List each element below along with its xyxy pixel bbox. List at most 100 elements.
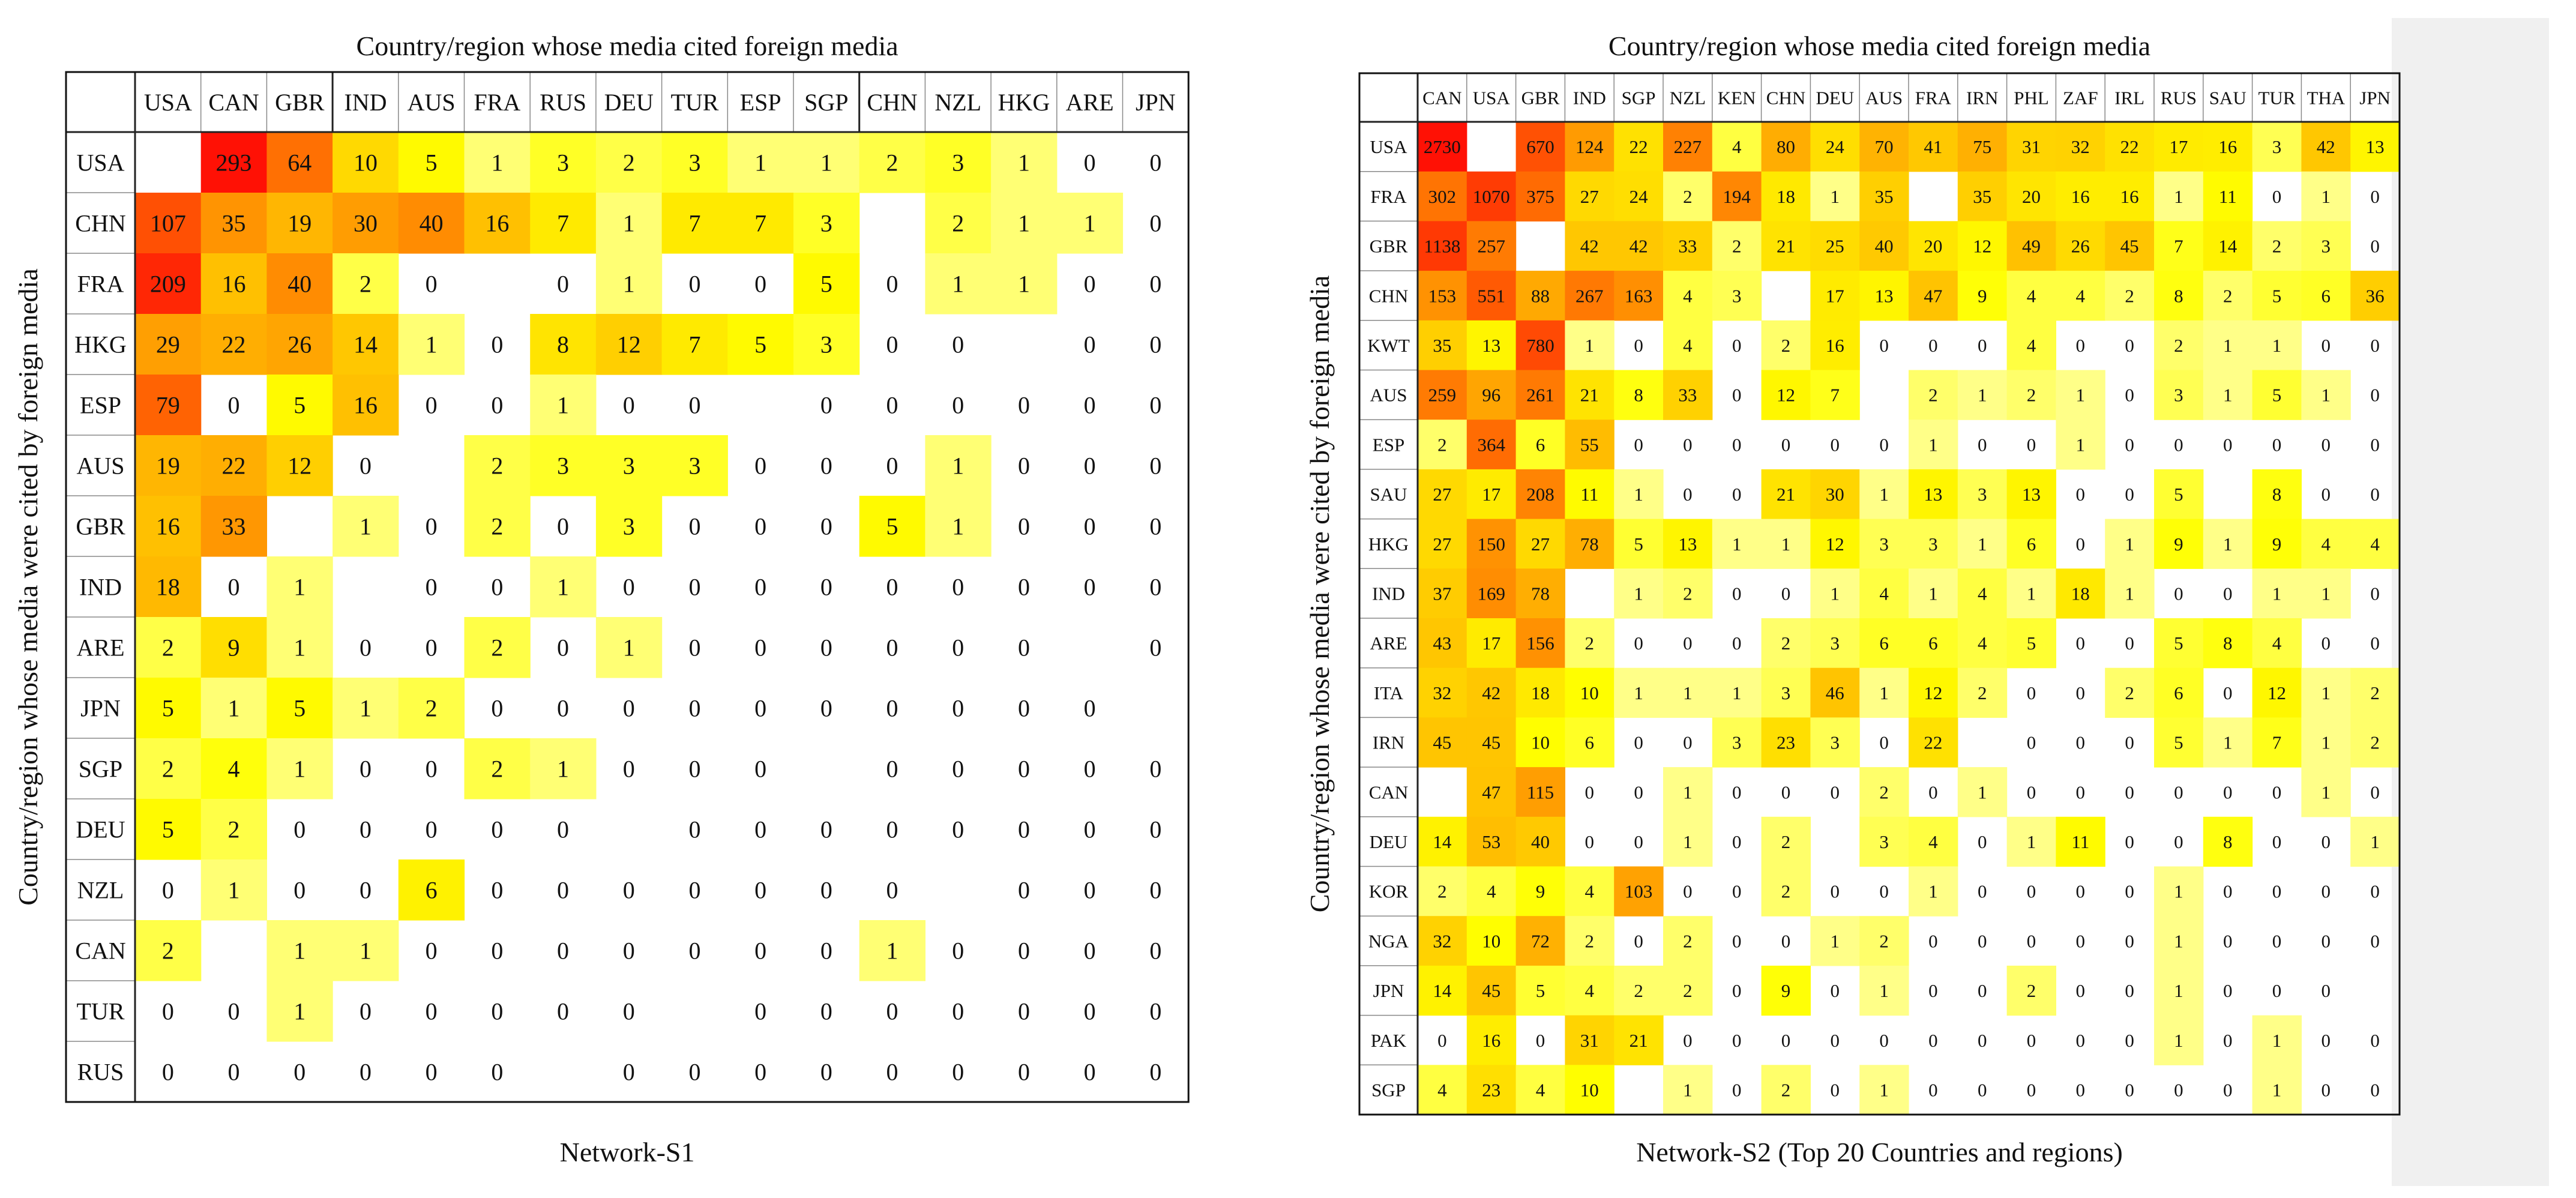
- cell-value: 0: [1149, 453, 1161, 480]
- heatmap-cell: [793, 314, 860, 375]
- cell-value: 1: [1879, 980, 1889, 1001]
- heatmap-cell: [1515, 916, 1565, 966]
- cell-value: 2: [1683, 980, 1693, 1001]
- heatmap-cell: [925, 253, 992, 315]
- heatmap-cell: [2006, 469, 2056, 520]
- heatmap-cell: [1614, 171, 1664, 221]
- cell-value: 0: [2370, 930, 2380, 951]
- grid-lines: [1359, 73, 2400, 1115]
- cell-value: 0: [952, 331, 964, 358]
- heatmap-cell: [1712, 717, 1762, 768]
- cell-value: 0: [557, 816, 569, 843]
- cell-value: 0: [1018, 938, 1030, 965]
- cell-value: 0: [1536, 1030, 1545, 1051]
- column-header: USA: [144, 89, 192, 116]
- cell-value: 0: [1781, 781, 1791, 802]
- cell-value: 0: [1978, 930, 1987, 951]
- heatmap-cell: [2350, 667, 2400, 718]
- cell-value: 88: [1531, 285, 1550, 306]
- cell-value: 780: [1526, 335, 1554, 356]
- heatmap-cell: [595, 253, 663, 315]
- cell-value: 0: [754, 574, 766, 601]
- grid-lines: [66, 72, 1189, 1102]
- row-header: TUR: [77, 998, 125, 1025]
- cell-value: 3: [1928, 534, 1938, 555]
- heatmap-cell: [200, 435, 267, 496]
- cell-value: 0: [1879, 434, 1889, 455]
- cell-value: 1: [228, 695, 240, 722]
- heatmap-cell: [266, 678, 333, 739]
- heatmap-cell: [1466, 667, 1517, 718]
- cell-value: 6: [1928, 633, 1938, 654]
- column-header: ZAF: [2063, 87, 2098, 108]
- heatmap-cell: [925, 193, 992, 254]
- heatmap-cell: [1859, 916, 1909, 966]
- cell-value: 1: [2322, 186, 2331, 207]
- heatmap-cell: [2252, 568, 2302, 619]
- cell-value: 2: [1585, 930, 1595, 951]
- cell-value: 2: [426, 695, 438, 722]
- heatmap-cell: [661, 314, 728, 375]
- cell-value: 1: [2174, 930, 2183, 951]
- heatmap-cell: [1859, 568, 1909, 619]
- heatmap-cell: [1663, 221, 1713, 271]
- heatmap-cell: [1663, 519, 1713, 569]
- heatmap-cell: [2301, 122, 2351, 172]
- cell-value: 0: [1732, 335, 1742, 356]
- cell-value: 33: [1678, 236, 1697, 257]
- heatmap-cell: [2056, 568, 2105, 619]
- column-header: NZL: [934, 89, 981, 116]
- heatmap-cell: [1614, 469, 1664, 520]
- cell-value: 0: [2272, 881, 2282, 902]
- cell-value: 0: [886, 331, 898, 358]
- cell-value: 0: [2076, 335, 2086, 356]
- cell-value: 107: [150, 210, 186, 237]
- cell-value: 5: [1634, 534, 1643, 555]
- cell-value: 12: [1777, 385, 1795, 406]
- cell-value: 0: [2223, 434, 2233, 455]
- heatmap-cell: [2301, 767, 2351, 817]
- cell-value: 0: [1149, 210, 1161, 237]
- heatmap-cell: [2252, 1065, 2302, 1115]
- cell-value: 21: [1777, 236, 1795, 257]
- cell-value: 1: [1683, 831, 1693, 852]
- cell-value: 1: [426, 331, 438, 358]
- cell-value: 0: [2223, 682, 2233, 703]
- cell-value: 1: [228, 877, 240, 904]
- cell-value: 6: [1879, 633, 1889, 654]
- heatmap-cell: [2252, 717, 2302, 768]
- cell-value: 0: [886, 998, 898, 1025]
- cell-value: 45: [2120, 236, 2139, 257]
- heatmap-cell: [1859, 965, 1909, 1016]
- cell-value: 0: [1978, 881, 1987, 902]
- cell-value: 23: [1777, 732, 1795, 753]
- heatmap-cell: [2154, 122, 2204, 172]
- heatmap-cell: [1565, 866, 1615, 917]
- cell-value: 0: [491, 816, 503, 843]
- heatmap-cell: [2350, 717, 2400, 768]
- cell-value: 16: [1482, 1030, 1500, 1051]
- column-header: FRA: [474, 89, 520, 116]
- cell-value: 1: [623, 634, 635, 661]
- cell-value: 0: [623, 1059, 635, 1086]
- heatmap-cell: [1663, 122, 1713, 172]
- cell-value: 1: [1585, 335, 1595, 356]
- row-header: GBR: [76, 513, 125, 540]
- heatmap-cell: [2252, 122, 2302, 172]
- cell-value: 1: [1879, 1080, 1889, 1101]
- row-header: FRA: [77, 271, 124, 298]
- cell-value: 17: [1482, 484, 1500, 505]
- heatmap-cell: [200, 799, 267, 860]
- heatmap-cell: [1515, 171, 1565, 221]
- heatmap-cell: [1909, 568, 1958, 619]
- heatmap-cell: [727, 132, 794, 193]
- cell-value: 3: [1879, 831, 1889, 852]
- cell-value: 0: [952, 938, 964, 965]
- cell-value: 0: [1437, 1030, 1447, 1051]
- cell-value: 5: [754, 331, 766, 358]
- cell-value: 364: [1477, 434, 1505, 455]
- cell-value: 0: [623, 938, 635, 965]
- cell-value: 0: [1978, 1080, 1987, 1101]
- heatmap-cell: [2350, 271, 2400, 321]
- cell-value: 0: [1928, 1080, 1938, 1101]
